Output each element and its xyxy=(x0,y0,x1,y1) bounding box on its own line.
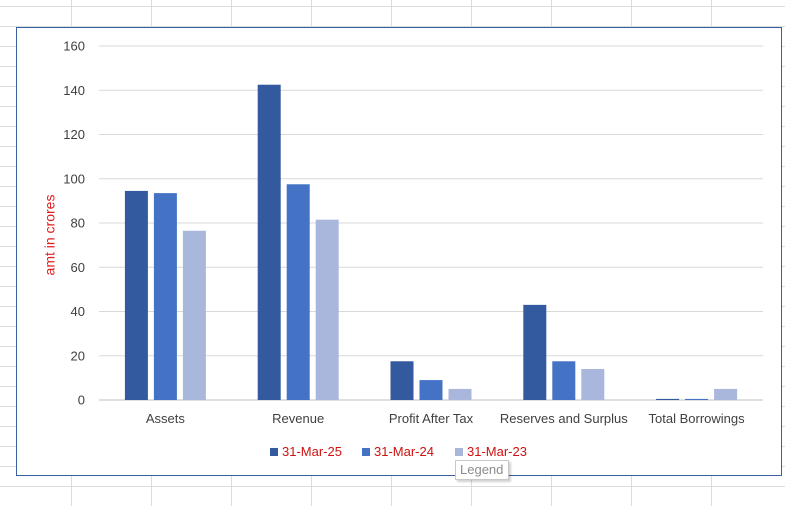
bar[interactable] xyxy=(656,398,680,400)
bar[interactable] xyxy=(552,361,576,400)
bar[interactable] xyxy=(286,184,310,400)
y-tick-label: 80 xyxy=(71,216,85,231)
legend-swatch[interactable] xyxy=(455,448,463,456)
legend-tooltip: Legend xyxy=(455,460,510,480)
y-tick-label: 160 xyxy=(63,39,85,54)
bar[interactable] xyxy=(390,361,414,400)
bar[interactable] xyxy=(714,388,738,400)
y-tick-label: 140 xyxy=(63,83,85,98)
bar[interactable] xyxy=(419,380,443,400)
bar-chart[interactable]: 0 20 40 60 80 100 120 140 160 Assets Revenue Profi… xyxy=(17,28,781,475)
bar[interactable] xyxy=(448,388,472,400)
y-tick-label: 100 xyxy=(63,171,85,186)
bar[interactable] xyxy=(315,219,339,400)
x-category-label: Assets xyxy=(146,411,186,426)
legend-entry-label[interactable]: 31-Mar-23 xyxy=(467,444,527,459)
legend-swatch[interactable] xyxy=(362,448,370,456)
x-axis-categories: Assets Revenue Profit After Tax Reserves an… xyxy=(146,411,745,426)
legend-entry-label[interactable]: 31-Mar-25 xyxy=(282,444,342,459)
x-category-label: Total Borrowings xyxy=(649,411,746,426)
bar[interactable] xyxy=(581,369,605,400)
bar[interactable] xyxy=(257,84,281,400)
bar[interactable] xyxy=(182,230,206,400)
x-category-label: Profit After Tax xyxy=(389,411,474,426)
bar[interactable] xyxy=(685,398,709,400)
chart-area[interactable]: 0 20 40 60 80 100 120 140 160 Assets Revenue Profi… xyxy=(16,27,782,476)
y-tick-label: 20 xyxy=(71,348,85,363)
legend-swatch[interactable] xyxy=(270,448,278,456)
bar[interactable] xyxy=(153,193,177,400)
bar[interactable] xyxy=(523,304,547,400)
bars xyxy=(124,84,738,400)
legend[interactable]: 31-Mar-25 31-Mar-24 31-Mar-23 xyxy=(270,444,527,459)
y-axis-ticks: 0 20 40 60 80 100 120 140 160 xyxy=(63,39,85,408)
y-tick-label: 120 xyxy=(63,127,85,142)
legend-entry-label[interactable]: 31-Mar-24 xyxy=(374,444,434,459)
gridlines xyxy=(99,45,763,401)
y-tick-label: 60 xyxy=(71,260,85,275)
y-tick-label: 0 xyxy=(78,393,85,408)
y-axis-label: amt in crores xyxy=(42,195,58,276)
x-category-label: Reserves and Surplus xyxy=(500,411,628,426)
bar[interactable] xyxy=(124,190,148,400)
x-category-label: Revenue xyxy=(272,411,324,426)
y-tick-label: 40 xyxy=(71,304,85,319)
